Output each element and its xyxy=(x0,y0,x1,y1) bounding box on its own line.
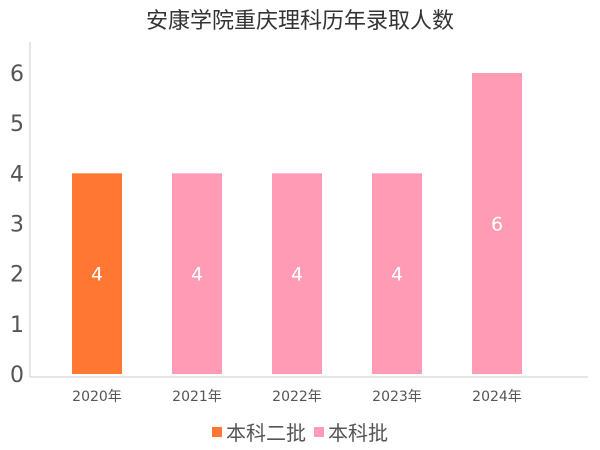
bars: 4 4 4 4 6 xyxy=(72,73,522,374)
legend[interactable]: 本科二批 本科批 xyxy=(212,421,388,445)
bar xyxy=(472,73,522,374)
bar xyxy=(372,173,422,374)
x-tick-label: 2020年 xyxy=(72,389,122,405)
bar xyxy=(172,173,222,374)
bar-value-label: 4 xyxy=(91,264,103,286)
y-tick-label: 4 xyxy=(10,162,24,187)
y-tick-label: 6 xyxy=(10,62,24,87)
y-tick-label: 5 xyxy=(10,112,24,137)
x-tick-label: 2024年 xyxy=(472,389,522,405)
bar xyxy=(72,173,122,374)
x-tick-label: 2023年 xyxy=(372,389,422,405)
bar-value-label: 4 xyxy=(191,264,203,286)
x-tick-label: 2021年 xyxy=(172,389,222,405)
y-tick-label: 1 xyxy=(10,313,24,338)
chart-title: 安康学院重庆理科历年录取人数 xyxy=(146,9,454,34)
bar-value-label: 4 xyxy=(391,264,403,286)
legend-item[interactable]: 本科批 xyxy=(314,421,388,445)
legend-label: 本科批 xyxy=(328,421,388,445)
legend-item[interactable]: 本科二批 xyxy=(212,421,306,445)
legend-swatch xyxy=(314,427,324,437)
bar-value-label: 4 xyxy=(291,264,303,286)
y-tick-label: 3 xyxy=(10,213,24,238)
bar xyxy=(272,173,322,374)
bar-value-label: 6 xyxy=(491,214,503,236)
x-axis-ticks: 2020年 2021年 2022年 2023年 2024年 xyxy=(72,389,522,405)
legend-swatch xyxy=(212,427,222,437)
legend-label: 本科二批 xyxy=(226,421,306,445)
y-tick-label: 2 xyxy=(10,263,24,288)
y-tick-label: 0 xyxy=(10,363,24,388)
y-axis-ticks: 0 1 2 3 4 5 6 xyxy=(10,62,24,388)
x-tick-label: 2022年 xyxy=(272,389,322,405)
